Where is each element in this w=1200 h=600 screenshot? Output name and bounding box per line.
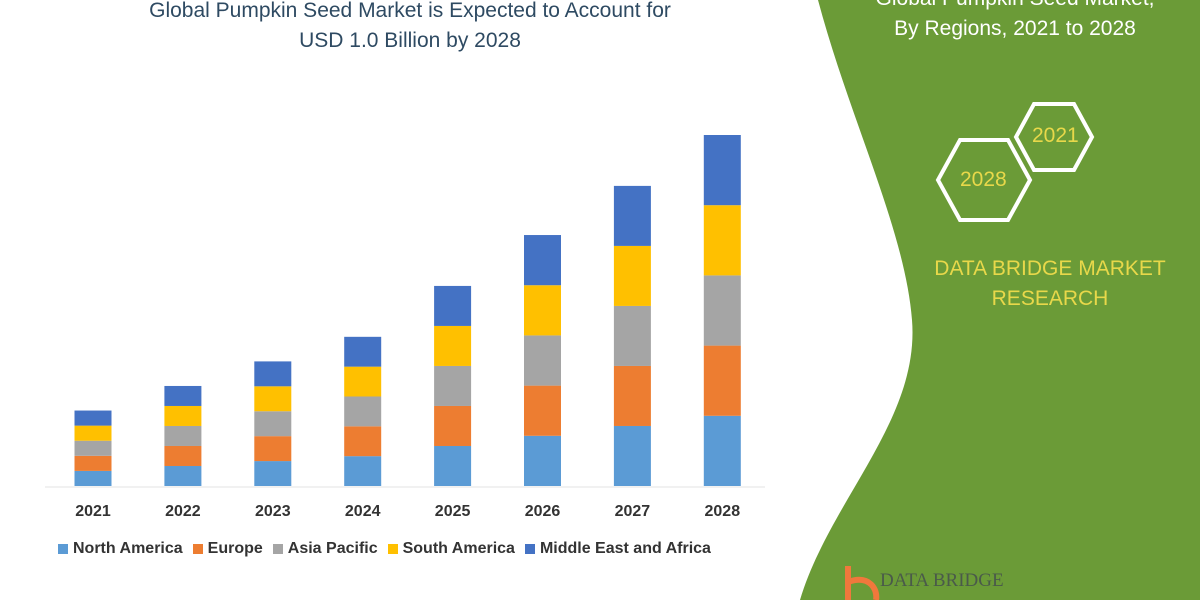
bars xyxy=(74,135,741,486)
x-tick-label: 2024 xyxy=(344,503,381,520)
bar-segment-2024-middle-east-and-africa xyxy=(344,336,382,367)
bar-segment-2025-middle-east-and-africa xyxy=(434,285,472,326)
hex-label-2021: 2021 xyxy=(1032,124,1079,147)
x-tick-label: 2027 xyxy=(614,503,651,520)
bar-segment-2025-north-america xyxy=(434,445,472,486)
x-tick-label: 2028 xyxy=(704,503,741,520)
bar-segment-2022-europe xyxy=(164,445,202,466)
side-title: Global Pumpkin Seed Market, By Regions, … xyxy=(830,0,1200,44)
title-line-2: USD 1.0 Billion by 2028 xyxy=(299,29,521,52)
x-tick-label: 2025 xyxy=(434,503,471,520)
legend-swatch xyxy=(58,544,68,554)
bar-segment-2028-north-america xyxy=(703,415,741,486)
side-title-line-1: Global Pumpkin Seed Market, xyxy=(830,0,1200,14)
bar-segment-2026-south-america xyxy=(524,285,561,336)
hexagon-2021 xyxy=(1013,102,1095,172)
bar-segment-2023-europe xyxy=(254,436,292,462)
legend-item: South America xyxy=(387,540,515,558)
legend-item: Europe xyxy=(192,540,263,558)
bar-segment-2022-middle-east-and-africa xyxy=(164,385,202,406)
bar-segment-2023-asia-pacific xyxy=(254,411,292,437)
bar-segment-2028-south-america xyxy=(703,205,741,276)
legend-swatch xyxy=(387,544,398,554)
legend-item: Asia Pacific xyxy=(272,540,378,558)
bar-segment-2028-middle-east-and-africa xyxy=(703,135,741,206)
bar-segment-2023-north-america xyxy=(254,461,292,486)
side-title-line-2: By Regions, 2021 to 2028 xyxy=(894,17,1136,40)
bar-segment-2027-south-america xyxy=(613,245,651,306)
bar-segment-2027-europe xyxy=(613,365,651,426)
bar-segment-2021-asia-pacific xyxy=(74,440,112,456)
bar-segment-2022-asia-pacific xyxy=(164,425,202,446)
x-tick-label: 2026 xyxy=(524,503,561,520)
bar-segment-2026-asia-pacific xyxy=(524,335,561,386)
bar-segment-2021-south-america xyxy=(74,425,112,441)
brand-line-2: RESEARCH xyxy=(991,287,1109,310)
bar-segment-2027-middle-east-and-africa xyxy=(613,185,651,246)
title-line-1: Global Pumpkin Seed Market is Expected t… xyxy=(149,0,671,22)
bar-segment-2028-europe xyxy=(703,345,741,416)
legend-item: Middle East and Africa xyxy=(524,540,711,558)
bar-segment-2021-europe xyxy=(74,455,112,471)
legend-swatch xyxy=(524,544,535,554)
chart-title: Global Pumpkin Seed Market is Expected t… xyxy=(60,0,760,56)
bar-segment-2026-europe xyxy=(524,385,561,436)
bar-segment-2025-asia-pacific xyxy=(434,365,472,406)
bar-segment-2024-south-america xyxy=(344,366,382,397)
green-panel xyxy=(800,0,1200,600)
legend-label: South America xyxy=(402,540,515,557)
legend-swatch xyxy=(272,544,283,554)
bar-segment-2024-europe xyxy=(344,426,382,457)
bar-segment-2021-middle-east-and-africa xyxy=(74,410,112,426)
bar-segment-2024-asia-pacific xyxy=(344,396,382,427)
bar-segment-2025-europe xyxy=(434,405,472,446)
legend-item: North America xyxy=(58,540,183,558)
x-tick-label: 2021 xyxy=(75,503,111,520)
hex-label-2028: 2028 xyxy=(960,168,1007,191)
bar-segment-2026-middle-east-and-africa xyxy=(524,235,561,286)
bar-segment-2024-north-america xyxy=(344,456,382,486)
bar-segment-2026-north-america xyxy=(524,435,561,486)
bar-segment-2021-north-america xyxy=(74,470,112,486)
brand-line-1: DATA BRIDGE MARKET xyxy=(934,257,1166,280)
bar-segment-2022-south-america xyxy=(164,405,202,426)
bar-segment-2027-north-america xyxy=(613,425,651,486)
legend-swatch xyxy=(192,544,203,554)
x-tick-label: 2023 xyxy=(255,503,291,520)
legend: North America Europe Asia Pacific South Ame… xyxy=(58,540,711,558)
legend-label: Europe xyxy=(207,540,263,557)
bar-segment-2023-middle-east-and-africa xyxy=(254,361,292,387)
logo-text: DATA BRIDGE xyxy=(880,570,1004,591)
legend-label: North America xyxy=(73,540,183,557)
bar-segment-2023-south-america xyxy=(254,386,292,412)
bar-segment-2027-asia-pacific xyxy=(613,305,651,366)
bar-segment-2025-south-america xyxy=(434,325,472,366)
hexagon-2028 xyxy=(935,138,1033,222)
brand-text: DATA BRIDGE MARKET RESEARCH xyxy=(900,254,1200,314)
logo-icon xyxy=(845,566,880,600)
bar-segment-2022-north-america xyxy=(164,465,202,486)
x-tick-label: 2022 xyxy=(165,503,201,520)
bar-segment-2028-asia-pacific xyxy=(703,275,741,346)
legend-label: Middle East and Africa xyxy=(539,540,711,557)
legend-label: Asia Pacific xyxy=(287,540,378,557)
